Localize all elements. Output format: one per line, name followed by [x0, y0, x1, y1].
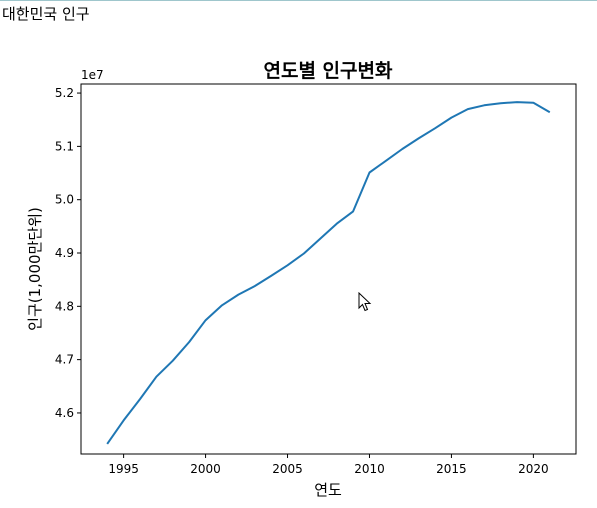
y-tick-label: 4.9	[55, 246, 74, 260]
x-axis: 1995 2000 2005 2010 2015 2020	[108, 454, 549, 476]
plot-area	[80, 83, 577, 455]
y-tick-label: 5.2	[55, 86, 74, 100]
y-axis: 4.6 4.7 4.8 4.9 5.0 5.1 5.2	[55, 86, 81, 420]
y-axis-label: 인구(1,000만단위)	[26, 207, 44, 331]
y-tick-label: 4.8	[55, 299, 74, 313]
x-axis-label: 연도	[314, 481, 342, 499]
y-tick-label: 4.7	[55, 353, 74, 367]
top-divider	[0, 0, 597, 1]
x-tick-label: 2020	[518, 462, 549, 476]
page-header: 대한민국 인구	[2, 5, 90, 23]
x-tick-label: 2015	[436, 462, 467, 476]
x-tick-label: 2010	[354, 462, 385, 476]
y-tick-label: 5.0	[55, 193, 74, 207]
x-tick-label: 1995	[108, 462, 139, 476]
y-tick-label: 4.6	[55, 406, 74, 420]
x-tick-label: 2000	[190, 462, 221, 476]
x-tick-label: 2005	[272, 462, 303, 476]
y-tick-label: 5.1	[55, 139, 74, 153]
population-line	[106, 101, 551, 445]
y-offset-label: 1e7	[81, 68, 104, 82]
chart-title: 연도별 인구변화	[264, 60, 393, 82]
data-points	[107, 102, 550, 444]
mouse-cursor-icon	[358, 292, 372, 312]
